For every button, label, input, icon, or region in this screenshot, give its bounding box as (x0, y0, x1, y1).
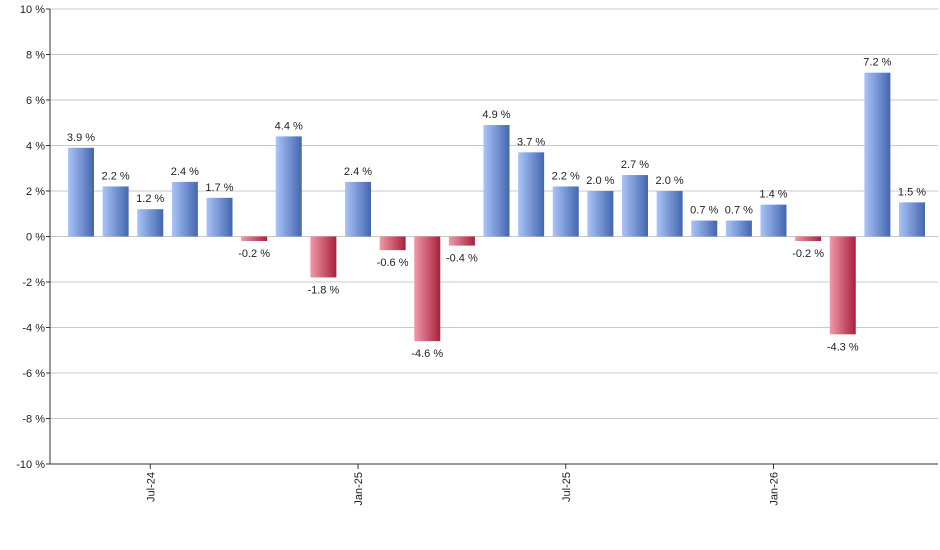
y-tick-label: 4 % (26, 141, 45, 153)
data-label: -4.3 % (827, 341, 859, 353)
data-label: 0.7 % (725, 205, 753, 217)
bar (760, 204, 787, 237)
x-tick-label: Jan-25 (353, 472, 365, 506)
bar (206, 197, 233, 237)
bar (345, 181, 371, 237)
data-label: 1.5 % (898, 186, 926, 198)
y-tick-label: 2 % (26, 186, 45, 198)
bar (587, 191, 614, 237)
x-tick-label: Jul-24 (145, 472, 157, 502)
bar (864, 72, 891, 237)
bar (379, 236, 406, 251)
y-tick-label: -2 % (22, 277, 45, 289)
bar (241, 236, 268, 242)
data-label: 3.9 % (67, 132, 95, 144)
data-label: 2.2 % (102, 170, 130, 182)
y-tick-label: 8 % (26, 50, 45, 62)
data-label: 1.4 % (759, 189, 787, 201)
data-label: -0.2 % (238, 248, 270, 260)
axes (49, 9, 938, 465)
data-label: -4.6 % (411, 348, 443, 360)
data-label: 0.7 % (690, 205, 718, 217)
data-label: -0.4 % (446, 253, 478, 265)
data-label: -0.2 % (792, 248, 824, 260)
data-label: 3.7 % (517, 136, 545, 148)
bar (310, 236, 337, 278)
bar (171, 181, 198, 237)
bar (829, 236, 856, 335)
bar (656, 191, 683, 237)
data-label: 4.4 % (275, 120, 303, 132)
y-tick-label: -6 % (22, 368, 45, 380)
data-label: 1.2 % (136, 193, 164, 205)
y-tick-label: -4 % (22, 323, 45, 335)
data-label: 2.7 % (621, 159, 649, 171)
bar (552, 186, 579, 237)
x-axis-ticks: Jul-24 Jan-25 Jul-25 Jan-26 (145, 464, 781, 506)
y-tick-label: -8 % (22, 414, 45, 426)
x-tick-label: Jul-25 (561, 472, 573, 502)
data-label: 2.4 % (171, 166, 199, 178)
data-label: 2.0 % (586, 175, 614, 187)
bar (414, 236, 441, 342)
y-tick-label: 10 % (20, 4, 45, 16)
data-label: 4.9 % (482, 109, 510, 121)
y-tick-label: 0 % (26, 232, 45, 244)
bars (68, 72, 925, 342)
bar (275, 136, 302, 237)
y-tick-label: 6 % (26, 95, 45, 107)
bar (795, 236, 822, 242)
data-label: 1.7 % (205, 182, 233, 194)
bar (691, 220, 718, 237)
data-labels: 3.9 % 2.2 % 1.2 % 2.4 % 1.7 % -0.2 % 4.4 % -1.8… (67, 57, 926, 360)
data-label: 2.4 % (344, 166, 372, 178)
bar (899, 202, 925, 237)
bar (102, 186, 129, 237)
bar (68, 147, 94, 237)
bar (518, 152, 545, 237)
x-tick-label: Jan-26 (769, 472, 781, 506)
bar (448, 236, 475, 246)
y-axis-ticks: -10 % -8 % -6 % -4 % -2 % 0 % 2 % 4 % 6 % 8 % 10 % (16, 4, 50, 471)
data-label: 7.2 % (863, 57, 891, 69)
bar (622, 175, 648, 237)
data-label: -0.6 % (377, 257, 409, 269)
bar (137, 209, 164, 237)
data-label: -1.8 % (307, 284, 339, 296)
data-label: 2.0 % (656, 175, 684, 187)
data-label: 2.2 % (552, 170, 580, 182)
bar (725, 220, 752, 237)
bar (483, 125, 510, 237)
y-tick-label: -10 % (16, 459, 45, 471)
